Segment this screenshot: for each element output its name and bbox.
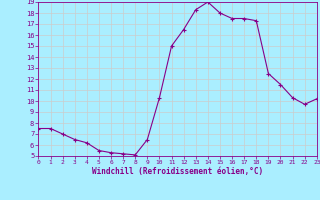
X-axis label: Windchill (Refroidissement éolien,°C): Windchill (Refroidissement éolien,°C) (92, 167, 263, 176)
